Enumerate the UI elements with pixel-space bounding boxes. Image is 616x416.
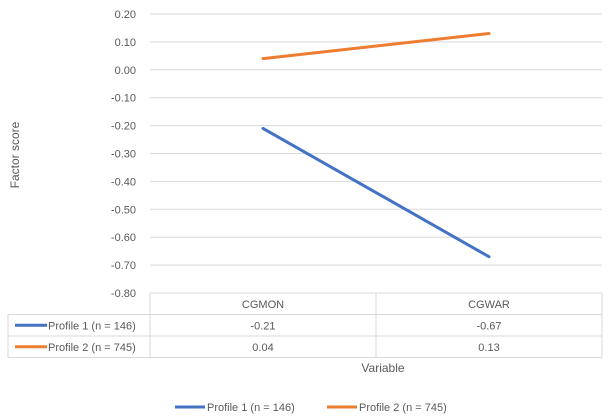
y-tick-label: -0.30 — [111, 149, 136, 161]
y-tick-label: -0.10 — [111, 93, 136, 105]
gridlines — [150, 13, 602, 294]
series-line-2 — [261, 32, 491, 61]
table-cell-value: -0.21 — [250, 320, 275, 332]
series-line-1 — [261, 126, 491, 259]
y-tick-label: -0.40 — [111, 176, 136, 188]
y-tick-label: -0.50 — [111, 204, 136, 216]
legend: Profile 1 (n = 146) Profile 2 (n = 745) — [175, 402, 447, 414]
legend-label: Profile 1 (n = 146) — [207, 402, 295, 414]
table-series-name: Profile 2 (n = 745) — [48, 342, 136, 354]
legend-label: Profile 2 (n = 745) — [359, 402, 447, 414]
y-tick-label: -0.70 — [111, 260, 136, 272]
category-label: CGWAR — [468, 299, 510, 311]
y-axis-label: Factor score — [8, 121, 22, 188]
y-tick-label: -0.80 — [111, 288, 136, 300]
y-tick-label: 0.00 — [115, 65, 136, 77]
y-tick-label: -0.20 — [111, 121, 136, 133]
data-table: CGMON CGWAR Profile 1 (n = 146) -0.21 -0.67 P… — [7, 293, 603, 358]
table-series-name: Profile 1 (n = 146) — [48, 320, 136, 332]
y-tick-label: -0.60 — [111, 232, 136, 244]
table-cell-value: 0.13 — [478, 342, 499, 354]
table-cell-value: -0.67 — [476, 320, 501, 332]
series-lines — [261, 32, 491, 259]
x-axis-label: Variable — [361, 361, 404, 375]
y-tick-labels: 0.20 0.10 0.00 -0.10 -0.20 -0.30 -0.40 -0.50 -0.… — [111, 9, 136, 300]
y-tick-label: 0.10 — [115, 37, 136, 49]
category-label: CGMON — [242, 299, 284, 311]
table-cell-value: 0.04 — [252, 342, 273, 354]
y-tick-label: 0.20 — [115, 9, 136, 21]
